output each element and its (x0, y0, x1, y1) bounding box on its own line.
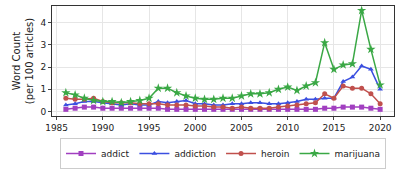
svg-text:2020: 2020 (369, 123, 392, 133)
svg-text:addict: addict (101, 149, 129, 159)
svg-text:0: 0 (40, 107, 46, 117)
svg-text:1990: 1990 (91, 123, 114, 133)
svg-text:marijuana: marijuana (334, 149, 379, 159)
svg-text:heroin: heroin (261, 149, 289, 159)
svg-text:4: 4 (40, 18, 46, 28)
svg-text:3: 3 (40, 40, 46, 50)
svg-text:addiction: addiction (174, 149, 216, 159)
svg-text:1: 1 (40, 84, 46, 94)
svg-text:2005: 2005 (230, 123, 253, 133)
svg-text:2: 2 (40, 62, 46, 72)
svg-text:2015: 2015 (322, 123, 345, 133)
svg-text:1985: 1985 (45, 123, 68, 133)
svg-text:2010: 2010 (276, 123, 299, 133)
svg-text:1995: 1995 (138, 123, 161, 133)
svg-text:2000: 2000 (184, 123, 207, 133)
svg-text:Word Count(per 100 articles): Word Count(per 100 articles) (11, 18, 35, 105)
